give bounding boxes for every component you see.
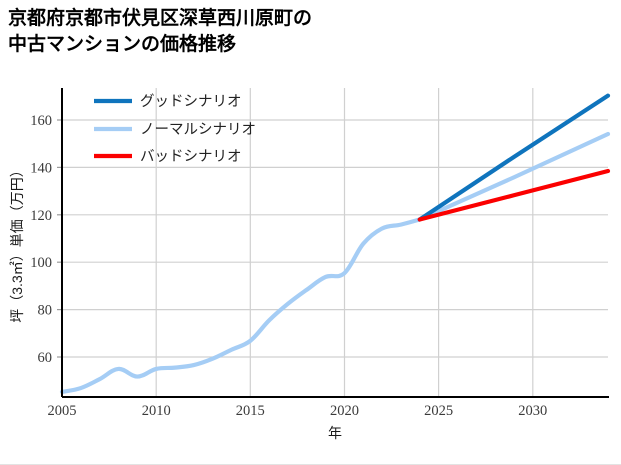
- line-normal-scenario: [59, 131, 611, 394]
- chart-legend: グッドシナリオ ノーマルシナリオ バッドシナリオ: [94, 93, 256, 165]
- line-bad-scenario: [417, 168, 611, 222]
- data-series: [59, 93, 611, 394]
- legend-label-good: グッドシナリオ: [140, 93, 242, 110]
- xtick-label-2005: 2005: [48, 403, 77, 419]
- chart-title-line-2: 中古マンションの価格推移: [8, 34, 237, 55]
- axis-spines: [61, 88, 609, 398]
- chart-title: 京都府京都市伏見区深草西川原町の 中古マンションの価格推移: [8, 6, 608, 58]
- xtick-label-2030: 2030: [518, 403, 547, 419]
- line-good-scenario: [417, 93, 611, 222]
- xtick-label-2025: 2025: [424, 403, 453, 419]
- xtick-label-2015: 2015: [236, 403, 265, 419]
- x-tick-labels: 2005 2010 2015 2020 2025 2030: [48, 403, 548, 419]
- legend-label-normal: ノーマルシナリオ: [140, 122, 256, 138]
- ytick-label-60: 60: [38, 350, 53, 366]
- chart-title-line-1: 京都府京都市伏見区深草西川原町の: [8, 8, 313, 29]
- ytick-label-100: 100: [30, 255, 52, 271]
- ytick-label-120: 120: [30, 208, 52, 224]
- y-axis-title: 坪（3.3㎡）単価（万円）: [9, 163, 25, 322]
- y-tick-labels: 160 140 120 100 80 60: [30, 113, 52, 366]
- ytick-label-80: 80: [38, 303, 53, 319]
- xtick-label-2020: 2020: [330, 403, 359, 419]
- plot-background: [62, 88, 608, 397]
- horizontal-gridlines: [62, 119, 608, 358]
- x-axis-title: 年: [328, 425, 342, 441]
- ytick-label-140: 140: [30, 160, 52, 176]
- ytick-label-160: 160: [30, 113, 52, 129]
- legend-label-bad: バッドシナリオ: [140, 149, 242, 165]
- xtick-label-2010: 2010: [142, 403, 171, 419]
